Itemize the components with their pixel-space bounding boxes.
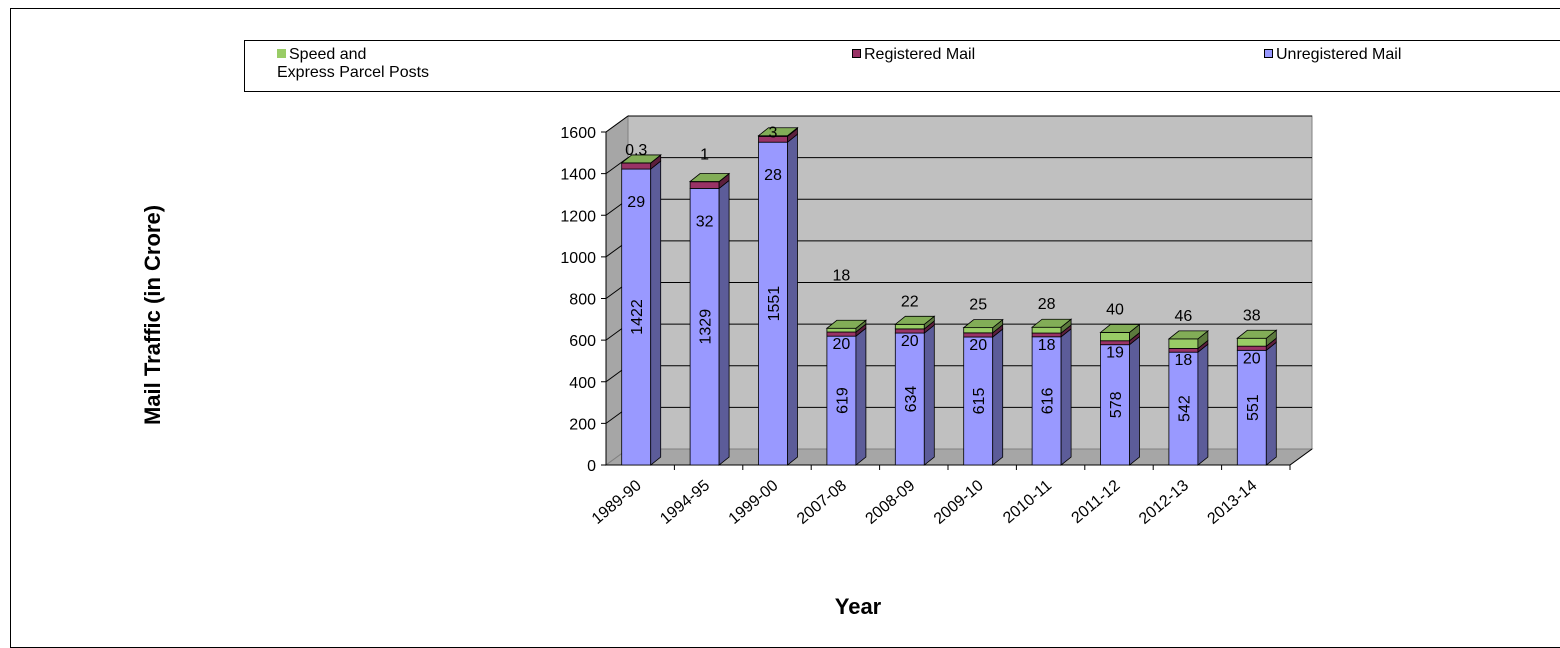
data-label-speed: 3 bbox=[769, 125, 778, 142]
bar-segment-side bbox=[1198, 344, 1208, 465]
bar-segment-side bbox=[788, 134, 798, 465]
data-label-registered: 20 bbox=[969, 337, 987, 354]
x-tick-label: 2011-12 bbox=[1069, 477, 1124, 527]
y-tick-label: 1400 bbox=[560, 167, 596, 184]
data-label-registered: 19 bbox=[1106, 345, 1124, 362]
x-axis-label: Year bbox=[835, 594, 882, 619]
data-label-unregistered: 619 bbox=[834, 387, 851, 414]
bar-segment-front bbox=[1101, 332, 1130, 340]
data-label-registered: 20 bbox=[1243, 350, 1261, 367]
data-label-registered: 18 bbox=[1038, 337, 1056, 354]
x-tick-label: 2012-13 bbox=[1136, 477, 1192, 528]
y-tick-label: 400 bbox=[569, 375, 596, 392]
bar-segment-front bbox=[827, 328, 856, 332]
x-tick-label: 2007-08 bbox=[794, 477, 850, 528]
bar-segment-side bbox=[924, 325, 934, 465]
y-tick-label: 0 bbox=[587, 458, 596, 475]
y-tick-label: 600 bbox=[569, 333, 596, 350]
x-tick-label: 2008-09 bbox=[862, 477, 918, 528]
bar-segment-front bbox=[895, 324, 924, 329]
bar-segment-front bbox=[1032, 327, 1061, 333]
data-label-speed: 25 bbox=[969, 297, 987, 314]
data-label-speed: 1 bbox=[700, 147, 709, 164]
data-label-unregistered: 551 bbox=[1245, 394, 1262, 421]
data-label-registered: 32 bbox=[696, 213, 714, 230]
y-tick-label: 200 bbox=[569, 416, 596, 433]
data-label-unregistered: 616 bbox=[1040, 387, 1057, 414]
x-tick-label: 2009-10 bbox=[931, 477, 987, 528]
bar-segment-side bbox=[1266, 342, 1276, 465]
data-label-speed: 28 bbox=[1038, 296, 1056, 313]
data-label-unregistered: 1329 bbox=[698, 309, 715, 345]
data-label-registered: 18 bbox=[1175, 352, 1193, 369]
y-tick-label: 800 bbox=[569, 292, 596, 309]
bar-segment-side bbox=[651, 161, 661, 465]
data-label-unregistered: 1422 bbox=[629, 299, 646, 335]
x-tick-label: 2010-11 bbox=[1000, 477, 1055, 527]
bar-segment-side bbox=[719, 180, 729, 465]
data-label-registered: 20 bbox=[833, 336, 851, 353]
data-label-speed: 22 bbox=[901, 293, 919, 310]
data-label-registered: 20 bbox=[901, 333, 919, 350]
x-tick-label: 1994-95 bbox=[657, 477, 713, 528]
data-label-unregistered: 578 bbox=[1108, 391, 1125, 418]
bar-segment-front bbox=[964, 328, 993, 333]
x-tick-label: 2013-14 bbox=[1204, 477, 1260, 528]
data-label-speed: 0.3 bbox=[625, 142, 647, 159]
data-label-unregistered: 542 bbox=[1176, 395, 1193, 422]
x-tick-label: 1999-00 bbox=[726, 477, 782, 528]
data-label-registered: 29 bbox=[627, 194, 645, 211]
bar-segment-side bbox=[993, 329, 1003, 465]
data-label-unregistered: 634 bbox=[903, 386, 920, 413]
data-label-unregistered: 615 bbox=[971, 388, 988, 415]
y-tick-label: 1000 bbox=[560, 250, 596, 267]
y-tick-label: 1200 bbox=[560, 208, 596, 225]
data-label-registered: 28 bbox=[764, 167, 782, 184]
bar-segment-front bbox=[1169, 339, 1198, 349]
data-label-unregistered: 1551 bbox=[766, 286, 783, 322]
data-label-speed: 18 bbox=[833, 267, 851, 284]
data-label-speed: 38 bbox=[1243, 307, 1261, 324]
data-label-speed: 46 bbox=[1175, 308, 1193, 325]
x-tick-label: 1989-90 bbox=[589, 477, 645, 528]
bar-segment-side bbox=[1061, 329, 1071, 465]
bar-segment-front bbox=[1237, 338, 1266, 346]
y-axis-label: Mail Traffic (in Crore) bbox=[140, 205, 165, 425]
bar-segment-front bbox=[690, 182, 719, 189]
data-label-speed: 40 bbox=[1106, 301, 1124, 318]
bar-segment-side bbox=[856, 328, 866, 465]
bar-segment-front bbox=[622, 163, 651, 169]
y-tick-label: 1600 bbox=[560, 125, 596, 142]
bar-segment-side bbox=[1130, 337, 1140, 465]
